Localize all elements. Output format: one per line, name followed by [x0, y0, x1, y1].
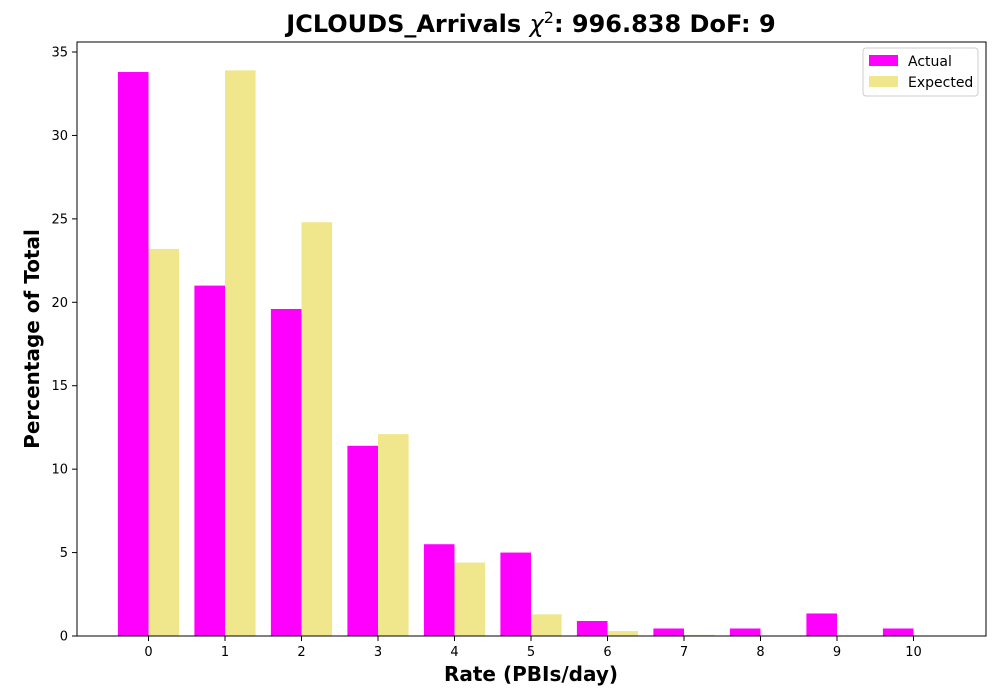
bar-actual-4	[423, 544, 455, 636]
bar-actual-7	[653, 628, 684, 636]
y-tick-label: 30	[51, 129, 68, 144]
x-tick-label: 1	[221, 645, 229, 660]
x-axis-ticks: 0 1 2 3 4 5 6 7 8 9 10	[144, 636, 922, 660]
bar-expected-6	[607, 630, 639, 636]
bar-actual-10	[882, 628, 914, 636]
bar-actual-3	[347, 445, 378, 636]
x-tick-label: 7	[680, 645, 688, 660]
bar-actual-1	[194, 285, 225, 636]
chart-title-rest: : 996.838 DoF: 9	[554, 10, 776, 38]
chart-title-superscript: 2	[544, 8, 554, 27]
x-tick-label: 4	[450, 645, 458, 660]
x-tick-label: 0	[144, 645, 152, 660]
bar-expected-3	[378, 434, 409, 636]
x-tick-label: 5	[527, 645, 535, 660]
chart-title-main: JCLOUDS_Arrivals	[284, 10, 529, 38]
x-axis-label: Rate (PBIs/day)	[444, 662, 618, 686]
bar-actual-5	[500, 552, 531, 636]
legend-label-expected: Expected	[908, 75, 973, 91]
bar-expected-1	[225, 70, 256, 637]
legend-swatch-expected	[869, 76, 898, 87]
y-tick-label: 20	[51, 296, 68, 311]
bar-actual-0	[117, 72, 149, 636]
x-tick-label: 3	[374, 645, 382, 660]
legend: Actual Expected	[862, 47, 979, 97]
plot-frame	[76, 41, 987, 637]
chart-title: JCLOUDS_Arrivals χ2: 996.838 DoF: 9	[284, 8, 775, 38]
bars-layer	[117, 70, 914, 637]
legend-swatch-actual	[869, 55, 898, 66]
bar-expected-7	[684, 634, 715, 636]
legend-label-actual: Actual	[908, 54, 952, 70]
x-tick-label: 9	[833, 645, 841, 660]
bar-expected-0	[148, 248, 180, 636]
y-tick-label: 10	[51, 463, 68, 478]
y-axis-ticks: 0 5 10 15 20 25 30 35	[51, 46, 77, 645]
x-tick-label: 2	[297, 645, 305, 660]
y-tick-label: 15	[51, 379, 68, 394]
x-tick-label: 8	[756, 645, 764, 660]
y-tick-label: 35	[51, 46, 68, 61]
x-tick-label: 10	[905, 645, 922, 660]
bar-actual-8	[729, 628, 761, 636]
y-axis-label: Percentage of Total	[20, 229, 44, 449]
bar-actual-9	[806, 613, 837, 636]
bar-actual-6	[576, 620, 608, 636]
bar-expected-2	[301, 222, 333, 636]
bar-actual-2	[270, 308, 302, 636]
bar-expected-4	[454, 562, 486, 636]
y-tick-label: 25	[51, 212, 68, 227]
x-tick-label: 6	[603, 645, 611, 660]
y-tick-label: 0	[60, 630, 68, 645]
chart-title-chi: χ	[528, 10, 545, 38]
bar-expected-5	[531, 614, 562, 636]
y-tick-label: 5	[60, 546, 68, 561]
